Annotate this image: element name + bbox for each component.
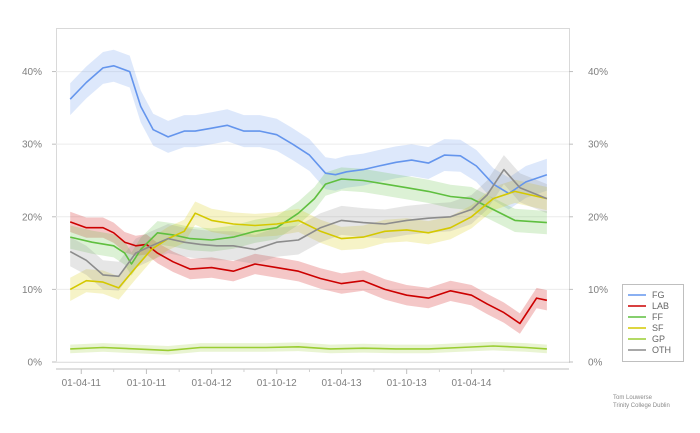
band-ff <box>70 167 547 276</box>
y-tick-label-left: 40% <box>22 67 42 78</box>
y-tick-label-right: 40% <box>588 67 608 78</box>
legend-label-oth: OTH <box>652 345 671 355</box>
band-fg <box>70 49 547 210</box>
x-tick-label: 01-10-13 <box>387 378 427 389</box>
band-lab <box>70 211 547 334</box>
y-tick-label-left: 0% <box>28 358 43 369</box>
x-tick-label: 01-04-13 <box>321 378 361 389</box>
line-ff <box>70 178 547 265</box>
x-tick-label: 01-04-11 <box>62 378 102 389</box>
y-tick-label-right: 30% <box>588 140 608 151</box>
y-tick-label-left: 20% <box>22 212 42 223</box>
line-gp <box>70 345 547 352</box>
legend-box <box>622 284 684 362</box>
y-tick-label-right: 0% <box>588 358 603 369</box>
credit-affiliation: Trinity College Dublin <box>613 403 670 409</box>
gridlines <box>56 71 569 363</box>
y-tick-label-right: 20% <box>588 212 608 223</box>
confidence-bands <box>70 49 547 355</box>
line-fg <box>69 65 548 195</box>
band-oth <box>70 155 547 291</box>
x-tick-label: 01-10-12 <box>257 378 297 389</box>
credit-author: Tom Louwerse <box>613 395 653 401</box>
line-oth <box>69 168 548 278</box>
legend-label-lab: LAB <box>652 301 669 311</box>
x-tick-label: 01-04-12 <box>192 378 232 389</box>
line-sf <box>69 190 548 291</box>
y-tick-label-left: 10% <box>22 285 42 296</box>
series-lines <box>69 65 548 352</box>
axes: 0% 0% 10% 10% 20% 20% 30% 30% 40% 40% 01-04-11 01-1… <box>22 67 608 389</box>
x-tick-label: 01-04-14 <box>451 378 491 389</box>
legend-label-sf: SF <box>652 323 664 333</box>
legend-label-gp: GP <box>652 334 665 344</box>
legend-label-ff: FF <box>652 312 663 322</box>
x-tick-label: 01-10-11 <box>127 378 167 389</box>
legend-label-fg: FG <box>652 290 665 300</box>
y-tick-label-right: 10% <box>588 285 608 296</box>
line-lab <box>69 221 548 325</box>
y-tick-label-left: 30% <box>22 140 42 151</box>
